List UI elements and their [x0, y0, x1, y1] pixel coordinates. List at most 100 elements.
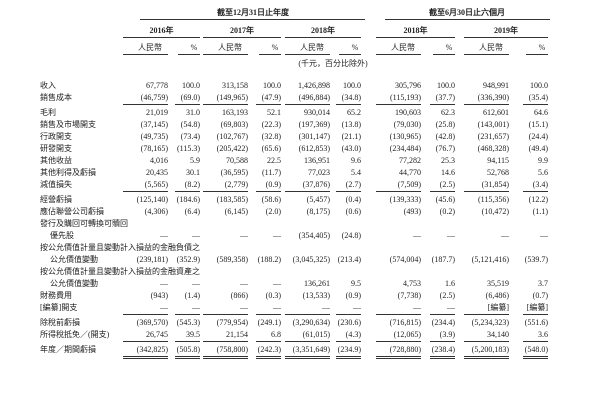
column-header: 人民幣 — [138, 43, 162, 52]
cell: (149,965) — [216, 93, 248, 102]
cell: 31.0 — [186, 108, 200, 117]
row-label: 銷售成本 — [40, 93, 72, 102]
column-header: 人民幣 — [391, 43, 415, 52]
cell: (342,825) — [136, 345, 168, 354]
cell: (505.8) — [176, 345, 200, 354]
cell: — — [160, 303, 168, 312]
column-header: % — [351, 43, 359, 52]
rule — [433, 54, 455, 55]
rule — [339, 54, 361, 55]
cell: (143,001) — [477, 120, 509, 129]
rule — [430, 314, 455, 315]
cell: 100.0 — [530, 81, 548, 90]
year-header: 2019年 — [494, 26, 518, 35]
rule — [336, 104, 361, 105]
cell: — — [160, 231, 168, 240]
cell: 313,158 — [222, 81, 248, 90]
cell: (42.8) — [435, 132, 455, 141]
cell: 20,435 — [146, 168, 168, 177]
cell: — — [240, 279, 248, 288]
cell: (78,165) — [140, 144, 168, 153]
cell: (758,800) — [216, 345, 248, 354]
cell: (3,351,649) — [292, 345, 330, 354]
cell: (187.7) — [431, 255, 455, 264]
rule — [140, 19, 365, 20]
cell: (183,585) — [216, 195, 248, 204]
cell: (22.3) — [261, 120, 281, 129]
cell: (612,853) — [298, 144, 330, 153]
cell: 35,519 — [487, 279, 509, 288]
rule — [285, 104, 330, 105]
rule — [523, 314, 548, 315]
cell: (2.5) — [439, 180, 455, 189]
cell: 3.6 — [538, 330, 548, 339]
rule — [123, 37, 200, 38]
cell: (25.8) — [435, 120, 455, 129]
cell: 100.0 — [182, 81, 200, 90]
rule — [285, 356, 330, 357]
cell: 77,023 — [308, 168, 330, 177]
cell: 5.9 — [190, 156, 200, 165]
cell: (0.9) — [265, 180, 281, 189]
cell: 94,115 — [487, 156, 509, 165]
column-header: 人民幣 — [218, 43, 242, 52]
cell: — — [413, 231, 421, 240]
rule — [523, 358, 548, 359]
cell: (3.9) — [439, 330, 455, 339]
row-label: 經營虧損 — [40, 195, 72, 204]
cell: (6,145) — [224, 207, 248, 216]
rule — [178, 54, 200, 55]
cell: (5,200,183) — [471, 345, 509, 354]
cell: 26,745 — [146, 330, 168, 339]
rule — [175, 314, 200, 315]
cell: (58.6) — [261, 195, 281, 204]
cell: — — [540, 231, 548, 240]
rule — [523, 356, 548, 357]
cell: (2.5) — [439, 291, 455, 300]
group-header: 截至12月31日止年度 — [217, 8, 289, 17]
cell: 30.1 — [186, 168, 200, 177]
cell: (5,121,416) — [471, 255, 509, 264]
cell: 136,261 — [304, 279, 330, 288]
cell: (239,181) — [136, 255, 168, 264]
rule — [464, 191, 509, 192]
row-label: 發行及購回可轉換可贖回 — [40, 219, 128, 228]
cell: (1.4) — [184, 291, 200, 300]
cell: (69,803) — [220, 120, 248, 129]
cell: (0.7) — [532, 291, 548, 300]
rule — [464, 358, 509, 359]
row-label: 財務費用 — [40, 291, 72, 300]
row-label: 收入 — [40, 81, 56, 90]
cell: 930,014 — [304, 108, 330, 117]
cell: (8.2) — [184, 180, 200, 189]
cell: 5.6 — [538, 168, 548, 177]
rule — [123, 104, 168, 105]
cell: (15.1) — [528, 120, 548, 129]
row-label: 減值損失 — [40, 180, 72, 189]
cell: — — [192, 279, 200, 288]
cell: (37,876) — [302, 180, 330, 189]
rule — [376, 191, 421, 192]
rule — [259, 54, 281, 55]
cell: 163,193 — [222, 108, 248, 117]
year-header: 2017年 — [230, 26, 254, 35]
rule — [123, 314, 168, 315]
cell: (301,147) — [298, 132, 330, 141]
rule — [256, 104, 281, 105]
cell: (3,045,325) — [292, 255, 330, 264]
cell: 9.5 — [351, 279, 361, 288]
cell: (551.6) — [524, 318, 548, 327]
cell: (21.1) — [341, 132, 361, 141]
rule — [123, 356, 168, 357]
row-label: 年度／期間虧損 — [40, 345, 96, 354]
cell: — — [353, 303, 361, 312]
rule — [123, 358, 168, 359]
rule — [203, 54, 248, 55]
cell: 948,991 — [483, 81, 509, 90]
cell: (231,657) — [477, 132, 509, 141]
cell: (12,065) — [393, 330, 421, 339]
cell: 52.1 — [267, 108, 281, 117]
rule — [203, 104, 248, 105]
row-label: 應佔聯營公司虧損 — [40, 207, 104, 216]
cell: (7,738) — [397, 291, 421, 300]
